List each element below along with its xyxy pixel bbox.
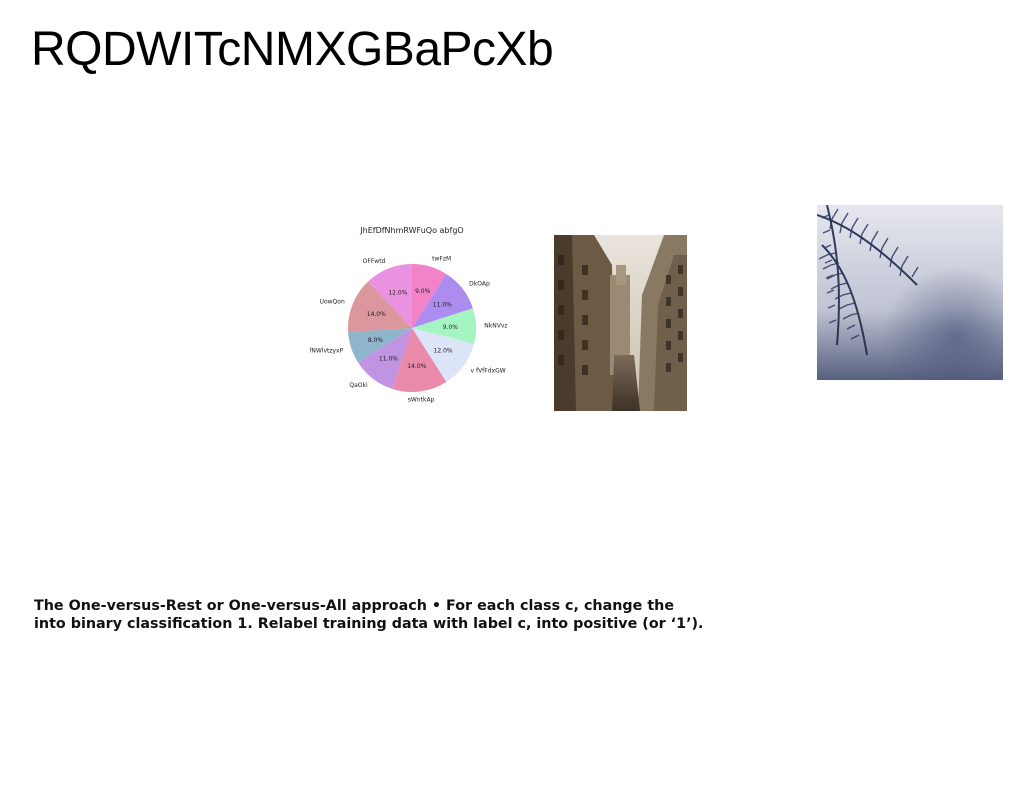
pie-slice-label: sWntkAp [408, 397, 435, 404]
slide-title: RQDWITcNMXGBaPcXb [31, 23, 554, 76]
pie-slice-fnwlvtzyxp [348, 328, 412, 363]
pie-labels: 9.0% twFzM 11.0% DkOAp 9.0% NkNVvz 12.0% v fVfF… [310, 256, 508, 404]
pie-slice-percent: 14.0% [367, 311, 386, 318]
pie-slice-percent: 8.0% [368, 337, 384, 344]
pie-slice-label: QaOki [349, 382, 368, 389]
pie-slice-percent: 12.0% [434, 348, 453, 355]
pie-slice-label: fNWlvtzyxP [310, 347, 344, 354]
fern-leaves-photo-icon [817, 205, 1003, 380]
pie-slice-twfzm [412, 264, 447, 328]
pie-slice-offwtd [368, 264, 412, 328]
pie-slice-label: OFFwtd [363, 258, 386, 265]
pie-chart: JhEfDfNhmRWFuQo abfgO 9.0% twFzM 11.0% DkOA… [310, 222, 510, 418]
pie-slice-percent: 11.0% [379, 355, 398, 362]
pie-slice-nknvvz [412, 308, 476, 344]
pie-slices [348, 264, 476, 392]
pie-slice-percent: 9.0% [443, 324, 459, 331]
pie-slice-dkoap [412, 273, 473, 328]
pie-slice-percent: 14.0% [407, 363, 426, 370]
pie-slice-percent: 11.0% [433, 301, 452, 308]
fern-leaves-photo [817, 205, 1003, 380]
pie-slice-label: twFzM [432, 256, 451, 263]
chart-title: JhEfDfNhmRWFuQo abfgO [359, 226, 463, 235]
pie-slice-label: UowQon [320, 298, 345, 305]
pie-slice-label: NkNVvz [484, 323, 507, 330]
pie-slice-label: v fVfFdxGW [471, 368, 506, 375]
pie-slice-uowqon [348, 281, 412, 333]
body-text: The One-versus-Rest or One-versus-All ap… [34, 598, 704, 632]
pie-chart-svg: JhEfDfNhmRWFuQo abfgO 9.0% twFzM 11.0% DkOA… [310, 226, 508, 404]
city-street-photo-icon [554, 235, 687, 411]
city-street-photo [554, 235, 687, 411]
pie-slice-percent: 12.0% [388, 289, 407, 296]
pie-slice-swntkap [392, 328, 447, 392]
pie-slice-qaoki [357, 328, 412, 389]
pie-slice-label: DkOAp [469, 281, 490, 288]
pie-slice-percent: 9.0% [415, 288, 431, 295]
pie-slice-v-fvffdxgw [412, 328, 474, 383]
